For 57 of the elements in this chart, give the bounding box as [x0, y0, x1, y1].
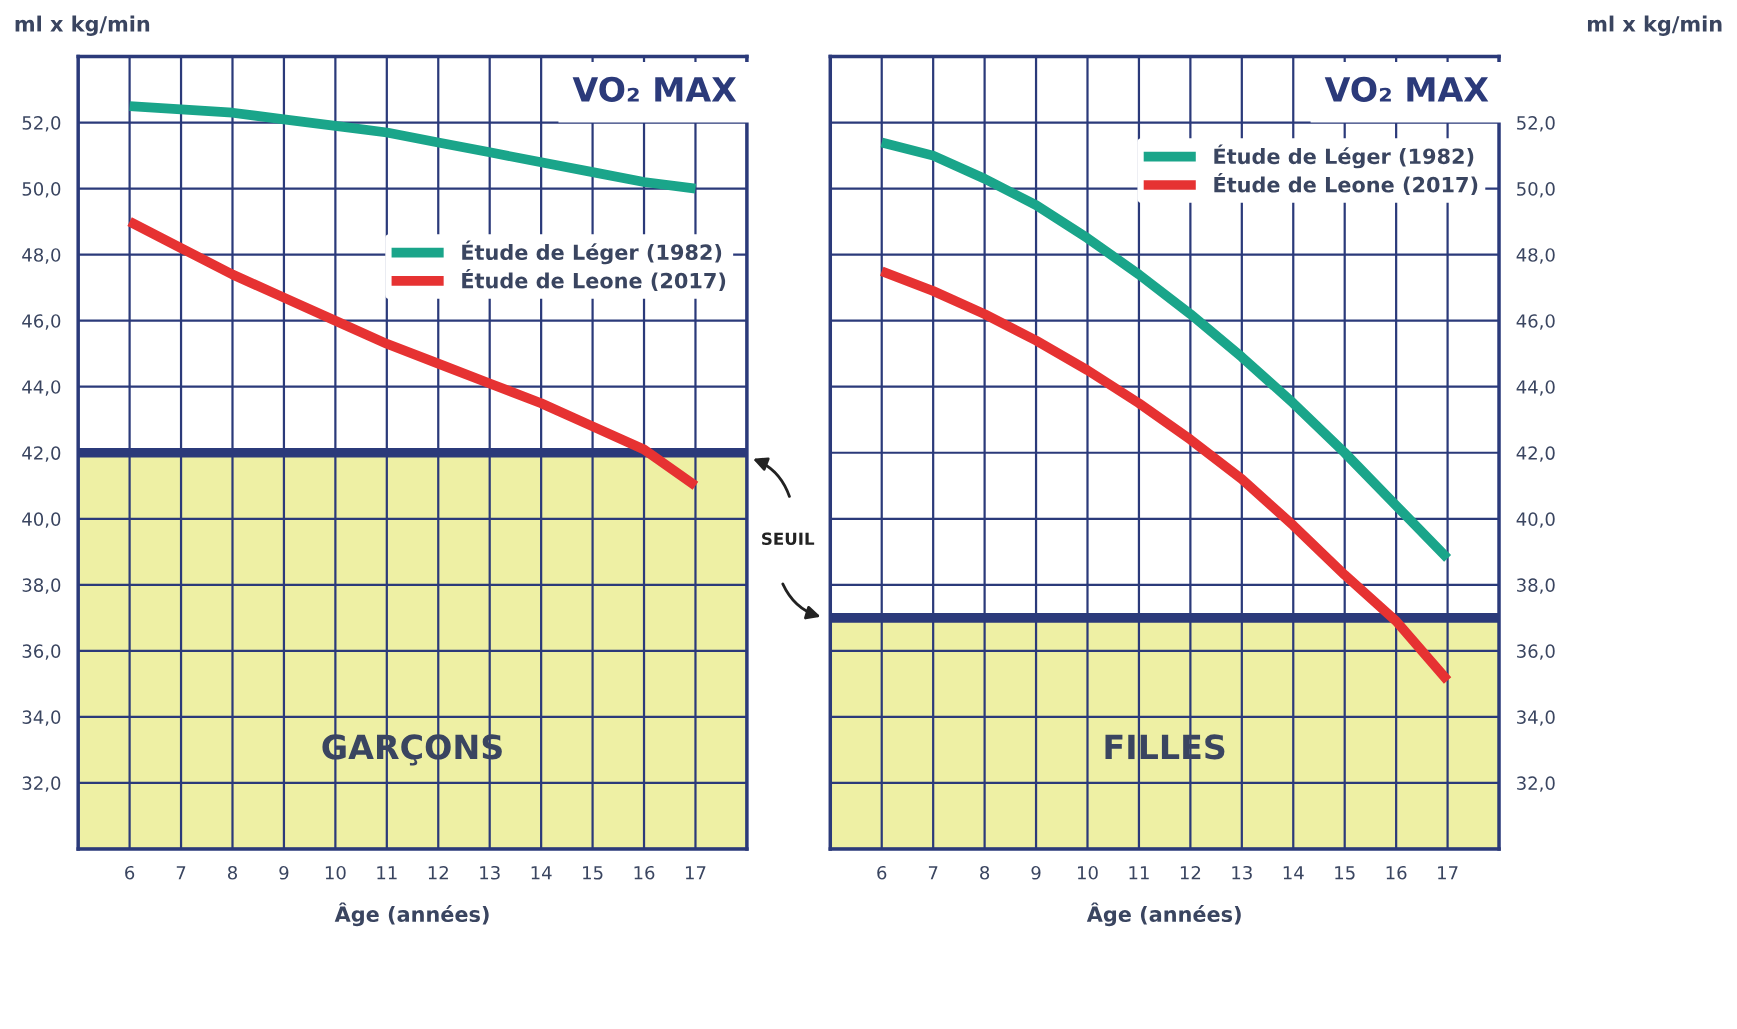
y-tick-label: 52,0	[22, 116, 61, 132]
x-tick-label: 15	[1335, 866, 1355, 880]
y-tick-label: 38,0	[1517, 578, 1555, 594]
y-tick-label: 52,0	[1517, 116, 1555, 132]
legend-label: Étude de Leone (2017)	[1214, 173, 1478, 196]
x-axis-title: Âge (années)	[1086, 902, 1241, 927]
y-tick-label: 40,0	[1516, 512, 1555, 528]
y-tick-label: 34,0	[22, 710, 61, 726]
legend-label: Étude de Léger (1982)	[1214, 144, 1474, 169]
y-tick-label: 46,0	[1516, 314, 1555, 330]
y-axis-title: ml x kg/min	[1587, 15, 1722, 36]
y-tick-label: 44,0	[1516, 380, 1555, 396]
x-tick-label: 14	[531, 866, 552, 880]
x-tick-label: 10	[1077, 865, 1098, 880]
y-tick-label: 42,0	[1516, 446, 1555, 462]
x-tick-label: 13	[480, 865, 500, 880]
x-tick-label: 17	[1438, 866, 1458, 880]
y-tick-label: 32,0	[22, 776, 61, 792]
x-axis-title: Âge (années)	[334, 902, 489, 927]
x-tick-label: 9	[279, 865, 289, 880]
x-tick-label: 11	[1129, 866, 1149, 880]
y-tick-label: 42,0	[22, 446, 61, 462]
x-tick-label: 6	[877, 865, 887, 880]
x-tick-label: 12	[1180, 865, 1201, 880]
legend-label: Étude de Léger (1982)	[462, 240, 722, 265]
x-tick-label: 8	[980, 865, 990, 880]
y-tick-label: 34,0	[1517, 710, 1555, 726]
y-tick-label: 36,0	[1517, 644, 1555, 660]
y-tick-label: 36,0	[22, 644, 61, 660]
x-tick-label: 16	[634, 865, 655, 880]
x-tick-label: 15	[583, 866, 603, 880]
y-tick-label: 44,0	[22, 380, 61, 396]
y-tick-label: 48,0	[22, 248, 61, 264]
chart-title: VO₂ MAX	[1324, 76, 1489, 102]
y-axis-title: ml x kg/min	[15, 15, 150, 36]
legend-label: Étude de Leone (2017)	[462, 268, 726, 291]
y-tick-label: 48,0	[1516, 248, 1555, 264]
y-tick-label: 32,0	[1517, 776, 1555, 792]
y-tick-label: 38,0	[22, 578, 61, 594]
text: SEUIL	[762, 532, 815, 546]
y-tick-label: 50,0	[1517, 182, 1555, 198]
x-tick-label: 16	[1386, 865, 1407, 880]
x-tick-label: 10	[325, 865, 346, 880]
x-tick-label: 12	[428, 865, 448, 880]
x-tick-label: 6	[125, 865, 135, 880]
x-tick-label: 9	[1031, 865, 1041, 880]
y-tick-label: 40,0	[22, 512, 61, 528]
x-tick-label: 7	[176, 866, 186, 880]
x-tick-label: 17	[685, 866, 706, 880]
chart-title: VO₂ MAX	[572, 76, 737, 102]
x-tick-label: 14	[1283, 866, 1304, 880]
x-tick-label: 7	[928, 866, 938, 880]
y-tick-label: 46,0	[22, 314, 61, 330]
x-tick-label: 13	[1232, 865, 1252, 880]
x-tick-label: 11	[377, 866, 397, 880]
y-tick-label: 50,0	[22, 182, 61, 198]
x-tick-label: 8	[227, 865, 237, 880]
